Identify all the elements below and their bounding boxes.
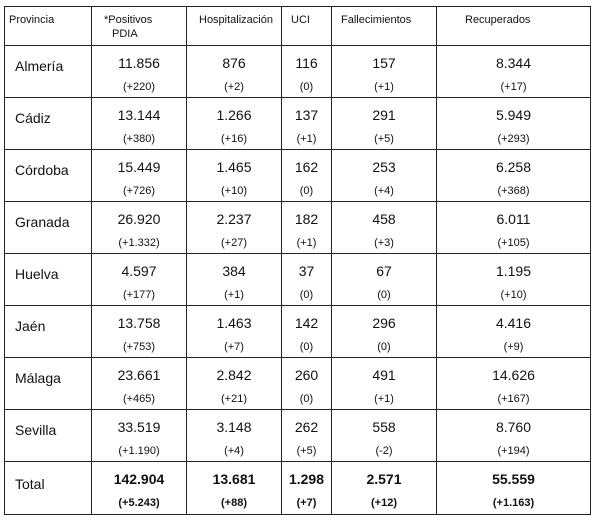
recuperados-cell: 14.626 (+167) [436, 357, 591, 410]
fallecimientos-cell: 157 (+1) [331, 45, 437, 98]
header-fallecimientos: Fallecimientos [331, 6, 437, 46]
total-hospitalizacion-cell: 13.681 (+88) [186, 461, 282, 515]
hospitalizacion-cell: 384 (+1) [186, 253, 282, 306]
table-row: Málaga 23.661 (+465) 2.842 (+21) 260 (0) 49… [4, 357, 591, 410]
provincia-cell: Sevilla [4, 409, 92, 462]
positivos-cell: 11.856 (+220) [91, 45, 187, 98]
fallecimientos-cell: 296 (0) [331, 305, 437, 358]
table-row: Cádiz 13.144 (+380) 1.266 (+16) 137 (+1) 29… [4, 97, 591, 150]
header-hospitalizacion: Hospitalización [186, 6, 282, 46]
fallecimientos-cell: 67 (0) [331, 253, 437, 306]
hospitalizacion-cell: 1.465 (+10) [186, 149, 282, 202]
positivos-cell: 23.661 (+465) [91, 357, 187, 410]
uci-cell: 260 (0) [281, 357, 332, 410]
table-row: Sevilla 33.519 (+1.190) 3.148 (+4) 262 (+5)… [4, 409, 591, 462]
provincia-cell: Almería [4, 45, 92, 98]
positivos-cell: 13.758 (+753) [91, 305, 187, 358]
table-row: Jaén 13.758 (+753) 1.463 (+7) 142 (0) 296 (0… [4, 305, 591, 358]
total-positivos-cell: 142.904 (+5.243) [91, 461, 187, 515]
fallecimientos-cell: 291 (+5) [331, 97, 437, 150]
table-row: Granada 26.920 (+1.332) 2.237 (+27) 182 (+1… [4, 201, 591, 254]
total-recuperados-cell: 55.559 (+1.163) [436, 461, 591, 515]
positivos-cell: 4.597 (+177) [91, 253, 187, 306]
positivos-cell: 33.519 (+1.190) [91, 409, 187, 462]
uci-cell: 182 (+1) [281, 201, 332, 254]
provincia-cell: Jaén [4, 305, 92, 358]
total-fallecimientos-cell: 2.571 (+12) [331, 461, 437, 515]
uci-cell: 137 (+1) [281, 97, 332, 150]
covid-provinces-table: Provincia *Positivos PDIA Hospitalizació… [4, 6, 591, 515]
fallecimientos-cell: 491 (+1) [331, 357, 437, 410]
provincia-cell: Málaga [4, 357, 92, 410]
positivos-cell: 13.144 (+380) [91, 97, 187, 150]
header-provincia: Provincia [4, 6, 92, 46]
total-row: Total 142.904 (+5.243) 13.681 (+88) 1.298(… [4, 461, 591, 515]
header-recuperados: Recuperados [436, 6, 591, 46]
uci-cell: 262 (+5) [281, 409, 332, 462]
provincia-cell: Granada [4, 201, 92, 254]
hospitalizacion-cell: 2.237 (+27) [186, 201, 282, 254]
recuperados-cell: 8.344 (+17) [436, 45, 591, 98]
recuperados-cell: 8.760 (+194) [436, 409, 591, 462]
table-row: Córdoba 15.449 (+726) 1.465 (+10) 162 (0) 2… [4, 149, 591, 202]
provincia-cell: Córdoba [4, 149, 92, 202]
table-row: Huelva 4.597 (+177) 384 (+1) 37 (0) 67 (0) 1… [4, 253, 591, 306]
header-uci: UCI [281, 6, 332, 46]
fallecimientos-cell: 558 (-2) [331, 409, 437, 462]
hospitalizacion-cell: 3.148 (+4) [186, 409, 282, 462]
uci-cell: 162 (0) [281, 149, 332, 202]
uci-cell: 142 (0) [281, 305, 332, 358]
hospitalizacion-cell: 1.266 (+16) [186, 97, 282, 150]
recuperados-cell: 6.011 (+105) [436, 201, 591, 254]
recuperados-cell: 4.416 (+9) [436, 305, 591, 358]
fallecimientos-cell: 458 (+3) [331, 201, 437, 254]
provincia-cell: Cádiz [4, 97, 92, 150]
uci-cell: 37 (0) [281, 253, 332, 306]
provincia-cell: Huelva [4, 253, 92, 306]
total-label: Total [4, 461, 92, 515]
hospitalizacion-cell: 876 (+2) [186, 45, 282, 98]
hospitalizacion-cell: 1.463 (+7) [186, 305, 282, 358]
positivos-cell: 15.449 (+726) [91, 149, 187, 202]
total-uci-cell: 1.298 (+7) [281, 461, 332, 515]
recuperados-cell: 5.949 (+293) [436, 97, 591, 150]
uci-cell: 116 (0) [281, 45, 332, 98]
header-row: Provincia *Positivos PDIA Hospitalizació… [4, 6, 591, 46]
fallecimientos-cell: 253 (+4) [331, 149, 437, 202]
header-positivos: *Positivos PDIA [91, 6, 187, 46]
hospitalizacion-cell: 2.842 (+21) [186, 357, 282, 410]
table-row: Almería 11.856 (+220) 876 (+2) 116 (0) 157(… [4, 45, 591, 98]
recuperados-cell: 6.258 (+368) [436, 149, 591, 202]
recuperados-cell: 1.195 (+10) [436, 253, 591, 306]
positivos-cell: 26.920 (+1.332) [91, 201, 187, 254]
